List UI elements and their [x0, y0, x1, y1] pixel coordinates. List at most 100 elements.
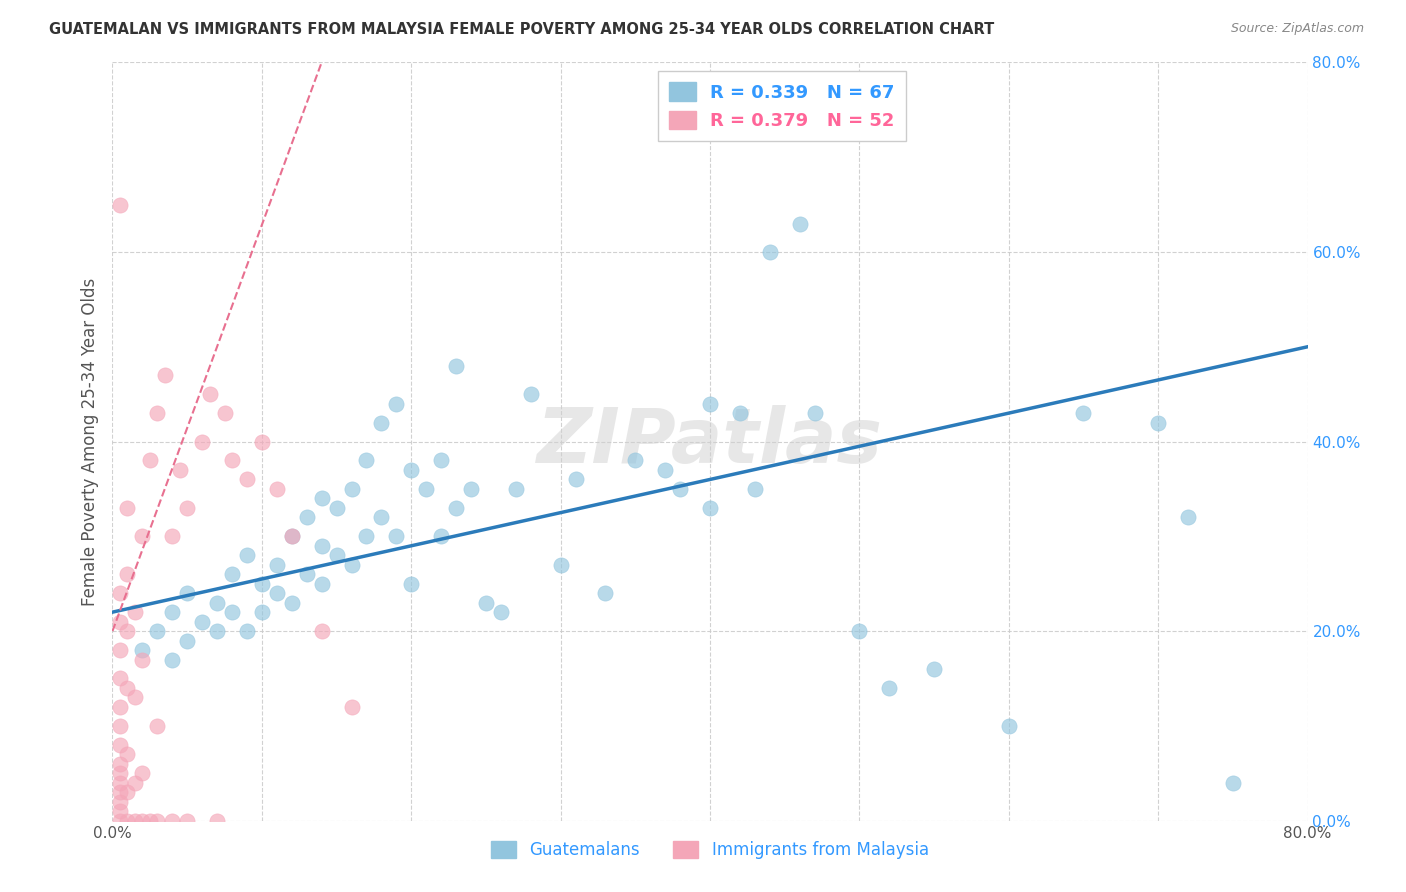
Y-axis label: Female Poverty Among 25-34 Year Olds: Female Poverty Among 25-34 Year Olds [80, 277, 98, 606]
Point [205, 814, 228, 828]
Point [108, 672, 131, 686]
Point [654, 463, 676, 477]
Point [295, 510, 318, 524]
Point [311, 624, 333, 639]
Point [595, 586, 617, 600]
Point [460, 482, 482, 496]
Point [108, 719, 131, 733]
Point [266, 482, 288, 496]
Point [624, 453, 647, 467]
Point [325, 500, 347, 515]
Text: Source: ZipAtlas.com: Source: ZipAtlas.com [1230, 22, 1364, 36]
Point [340, 699, 363, 714]
Point [1177, 510, 1199, 524]
Point [108, 699, 131, 714]
Point [108, 615, 131, 629]
Point [205, 596, 228, 610]
Point [176, 586, 198, 600]
Point [430, 529, 453, 543]
Point [699, 396, 721, 410]
Point [1073, 406, 1095, 420]
Point [124, 776, 146, 790]
Point [385, 529, 408, 543]
Point [340, 482, 363, 496]
Point [550, 558, 572, 572]
Point [139, 814, 162, 828]
Point [191, 615, 214, 629]
Point [564, 473, 586, 487]
Point [146, 814, 169, 828]
Point [124, 814, 146, 828]
Point [789, 217, 811, 231]
Legend: Guatemalans, Immigrants from Malaysia: Guatemalans, Immigrants from Malaysia [485, 834, 935, 865]
Point [146, 624, 169, 639]
Point [1222, 776, 1244, 790]
Point [281, 529, 304, 543]
Point [311, 576, 333, 591]
Point [236, 473, 259, 487]
Point [117, 747, 139, 762]
Point [108, 586, 131, 600]
Point [191, 434, 214, 449]
Point [401, 576, 423, 591]
Point [108, 814, 131, 828]
Point [236, 548, 259, 563]
Point [325, 548, 347, 563]
Point [356, 453, 378, 467]
Point [117, 681, 139, 695]
Point [922, 662, 945, 676]
Point [108, 795, 131, 809]
Point [108, 643, 131, 657]
Point [444, 359, 467, 373]
Point [266, 558, 288, 572]
Point [146, 406, 169, 420]
Point [266, 586, 288, 600]
Point [131, 652, 153, 666]
Point [162, 814, 183, 828]
Point [221, 453, 243, 467]
Point [108, 756, 131, 771]
Point [205, 624, 228, 639]
Point [728, 406, 751, 420]
Point [803, 406, 825, 420]
Point [198, 387, 221, 401]
Point [370, 510, 392, 524]
Point [131, 529, 153, 543]
Point [520, 387, 543, 401]
Point [489, 605, 512, 619]
Point [117, 785, 139, 799]
Point [311, 491, 333, 506]
Point [1147, 416, 1170, 430]
Point [176, 814, 198, 828]
Point [124, 605, 146, 619]
Point [108, 804, 131, 818]
Point [250, 605, 273, 619]
Point [108, 197, 131, 211]
Point [124, 690, 146, 705]
Point [356, 529, 378, 543]
Point [699, 500, 721, 515]
Point [236, 624, 259, 639]
Point [117, 624, 139, 639]
Point [340, 558, 363, 572]
Point [281, 596, 304, 610]
Point [131, 814, 153, 828]
Point [311, 539, 333, 553]
Point [221, 605, 243, 619]
Point [998, 719, 1021, 733]
Point [214, 406, 236, 420]
Point [848, 624, 870, 639]
Point [153, 368, 176, 383]
Point [370, 416, 392, 430]
Point [879, 681, 901, 695]
Point [475, 596, 498, 610]
Point [108, 776, 131, 790]
Point [250, 434, 273, 449]
Point [669, 482, 692, 496]
Point [401, 463, 423, 477]
Point [744, 482, 766, 496]
Point [162, 529, 183, 543]
Point [176, 500, 198, 515]
Point [176, 633, 198, 648]
Point [385, 396, 408, 410]
